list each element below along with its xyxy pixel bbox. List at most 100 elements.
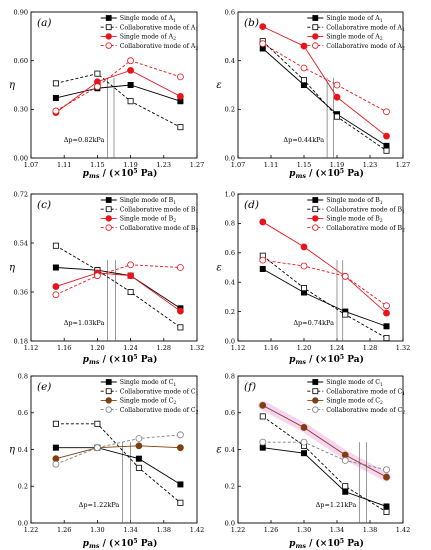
plot-frame (30, 193, 198, 342)
data-point (383, 108, 390, 116)
legend-series-name: Single mode of C (120, 379, 174, 386)
data-point (94, 444, 101, 452)
legend-series-subscript: 2 (402, 409, 405, 415)
legend-marker (105, 215, 112, 222)
data-point (177, 481, 184, 488)
x-tick-label: 1.32 (396, 344, 410, 352)
legend-marker (312, 388, 319, 395)
legend-series-subscript: 1 (380, 18, 383, 24)
y-axis-label: ε (216, 263, 221, 274)
legend-label: Collaborative mode of C1 (120, 388, 199, 397)
data-point (52, 94, 59, 101)
x-axis-label-unit: / (×10 (100, 168, 134, 179)
data-point (127, 82, 134, 89)
legend-marker (105, 406, 112, 413)
x-tick-label: 1.23 (363, 161, 377, 169)
x-tick-label: 1.11 (57, 161, 71, 169)
legend-series-name: Single mode of C (120, 398, 174, 405)
data-point (127, 98, 134, 105)
chart-panel: 1.07 1.11 1.15 1.19 1.23 1.27 0.0 0.2 0.4 0.6 ε (b)… (216, 8, 410, 169)
x-tick-label: 1.26 (57, 526, 71, 534)
series-line (55, 264, 181, 296)
y-tick-label: 0.30 (14, 106, 28, 114)
legend-series-name: Collaborative mode of B (120, 206, 196, 213)
series-line (55, 447, 181, 485)
x-tick-label: 1.27 (396, 161, 410, 169)
data-point (341, 272, 349, 280)
series-line (55, 69, 181, 113)
legend-series-name: Collaborative mode of B (326, 206, 402, 213)
data-point (176, 73, 184, 81)
legend-series-subscript: 2 (380, 400, 383, 406)
x-tick-label: 1.22 (231, 526, 245, 534)
x-axis-label-subscript: ms (89, 172, 100, 180)
data-point (52, 291, 60, 299)
data-point (383, 335, 390, 342)
data-point (300, 450, 307, 457)
plot-frame (237, 11, 404, 159)
legend-label: Collaborative mode of C1 (326, 388, 405, 397)
y-tick-label: 0.00 (14, 154, 28, 162)
x-axis-label-exponent: 5 (133, 168, 137, 175)
data-point (52, 107, 60, 115)
y-tick-label: 0.2 (225, 483, 235, 491)
series-line (262, 441, 387, 471)
y-tick-label: 1.0 (225, 190, 235, 198)
x-tick-label: 1.11 (264, 161, 278, 169)
legend-series-name: Collaborative mode of C (120, 388, 196, 395)
legend-label: Single mode of B1 (326, 197, 382, 206)
data-point (177, 124, 184, 131)
series-line (55, 267, 181, 309)
legend-marker (105, 224, 112, 231)
x-tick-label: 1.20 (297, 344, 311, 352)
legend-series-subscript: 2 (380, 218, 383, 224)
data-point (259, 23, 267, 31)
panel-label: (d) (244, 199, 259, 211)
data-point (383, 142, 390, 149)
legend-label: Single mode of C2 (326, 398, 383, 407)
y-tick-label: 0.36 (14, 288, 28, 296)
legend-series-subscript: 1 (173, 382, 176, 388)
legend-marker (105, 206, 112, 213)
series-line (55, 423, 181, 504)
series-line (262, 40, 387, 152)
x-axis-label: pms / (×105 Pa) (83, 538, 158, 550)
x-axis-label-symbol: p (289, 355, 296, 365)
legend-series-subscript: 1 (380, 200, 383, 206)
legend-series-name: Single mode of A (120, 15, 174, 22)
data-point (259, 413, 266, 420)
y-tick-label: 0.2 (225, 308, 235, 316)
legend-marker (312, 215, 319, 222)
x-axis-label-unit: / (×10 (100, 354, 134, 365)
data-point (177, 324, 184, 331)
y-tick-label: 0.2 (225, 106, 235, 114)
chart-panel: 1.07 1.11 1.15 1.19 1.23 1.27 0.00 0.30 0.60 0.90… (9, 8, 204, 169)
data-point (341, 451, 349, 459)
x-tick-label: 1.12 (231, 344, 245, 352)
y-tick-label: 0.60 (14, 57, 28, 65)
data-point (52, 242, 59, 249)
x-axis-label-symbol: p (289, 539, 296, 549)
y-tick-label: 0.18 (14, 337, 28, 345)
x-tick-label: 1.07 (24, 161, 38, 169)
legend-series-name: Collaborative mode of C (326, 388, 402, 395)
panel-label: (e) (37, 381, 51, 393)
data-point (127, 67, 135, 74)
legend-series-subscript: 2 (402, 45, 405, 51)
series-line (55, 272, 181, 312)
legend-label: Single mode of B2 (326, 216, 382, 225)
y-tick-label: 0.4 (225, 279, 235, 287)
y-tick-label: 0.6 (225, 249, 235, 257)
x-axis-label-symbol: p (83, 169, 90, 179)
data-point (342, 488, 349, 495)
data-point (300, 285, 307, 292)
data-point (259, 265, 266, 272)
legend-series-subscript: 1 (195, 209, 198, 215)
data-point (52, 283, 60, 290)
y-axis-label: ε (216, 445, 221, 456)
series-line (55, 73, 181, 128)
legend-series-subscript: 1 (402, 209, 405, 215)
legend-series-name: Collaborative mode of B (120, 225, 196, 232)
y-tick-label: 0.8 (18, 372, 28, 380)
